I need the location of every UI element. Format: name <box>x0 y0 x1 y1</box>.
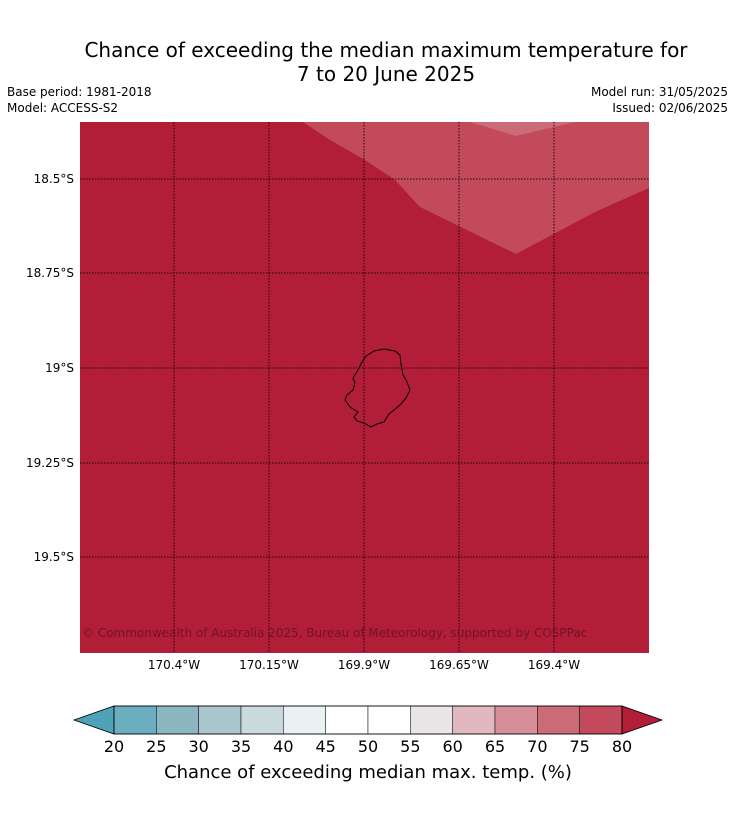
colorbar-title: Chance of exceeding median max. temp. (%… <box>164 762 572 783</box>
colorbar-tick-label: 80 <box>612 737 632 756</box>
map-region-70 <box>470 122 575 136</box>
issued-date: Issued: 02/06/2025 <box>612 101 728 115</box>
meta-right: Model run: 31/05/2025 Issued: 02/06/2025 <box>591 84 728 116</box>
colorbar: 20 25 30 35 40 45 50 55 60 65 70 75 80 Chance of exc… <box>72 705 664 783</box>
chart-title: Chance of exceeding the median maximum t… <box>0 38 736 86</box>
colorbar-segment-30 <box>198 705 242 735</box>
colorbar-tick-label: 30 <box>188 737 208 756</box>
colorbar-tick-label: 75 <box>569 737 589 756</box>
meta-left: Base period: 1981-2018 Model: ACCESS-S2 <box>7 84 152 116</box>
model-name: Model: ACCESS-S2 <box>7 101 119 115</box>
base-period: Base period: 1981-2018 <box>7 85 152 99</box>
colorbar-tick-label: 35 <box>231 737 251 756</box>
colorbar-tick-label: 45 <box>315 737 335 756</box>
lon-label-3: 169.9°W <box>338 658 390 672</box>
colorbar-segment-25 <box>156 705 199 735</box>
map-region-75 <box>303 122 649 254</box>
copyright-text: © Commonwealth of Australia 2025, Bureau… <box>82 626 587 640</box>
lon-label-1: 170.4°W <box>148 658 200 672</box>
colorbar-segment-35 <box>240 705 284 735</box>
colorbar-segment-45 <box>325 705 369 735</box>
title-line-2: 7 to 20 June 2025 <box>296 62 476 86</box>
colorbar-tick-label: 60 <box>442 737 462 756</box>
lat-label-1: 18.5°S <box>34 172 74 186</box>
colorbar-segment-50 <box>367 705 411 735</box>
colorbar-over-arrow <box>621 705 664 735</box>
colorbar-ticks: 20 25 30 35 40 45 50 55 60 65 70 75 80 <box>104 737 632 756</box>
map-plot-area: © Commonwealth of Australia 2025, Bureau… <box>80 122 649 653</box>
colorbar-segment-60 <box>452 705 496 735</box>
colorbar-segment-20 <box>113 705 157 735</box>
colorbar-outline <box>113 705 623 735</box>
colorbar-segment-75 <box>579 705 623 735</box>
lon-labels: 170.4°W 170.15°W 169.9°W 169.65°W 169.4°… <box>148 658 580 672</box>
lat-label-5: 19.5°S <box>34 550 74 564</box>
colorbar-under-arrow <box>72 705 115 735</box>
colorbar-tick-label: 25 <box>146 737 166 756</box>
colorbar-segments <box>113 705 623 735</box>
colorbar-segment-40 <box>283 705 326 735</box>
lat-label-4: 19.25°S <box>26 456 74 470</box>
colorbar-tick-label: 65 <box>485 737 505 756</box>
lat-label-3: 19°S <box>45 361 74 375</box>
model-run: Model run: 31/05/2025 <box>590 85 728 99</box>
island-coastline <box>344 348 411 428</box>
colorbar-tick-label: 40 <box>273 737 293 756</box>
lat-labels: 18.5°S 18.75°S 19°S 19.25°S 19.5°S <box>26 172 74 564</box>
title-line-1: Chance of exceeding the median maximum t… <box>84 38 688 62</box>
lon-label-2: 170.15°W <box>239 658 299 672</box>
colorbar-tick-label: 50 <box>358 737 378 756</box>
colorbar-tick-label: 20 <box>104 737 124 756</box>
lon-label-4: 169.65°W <box>429 658 489 672</box>
colorbar-tick-label: 55 <box>400 737 420 756</box>
lat-label-2: 18.75°S <box>26 266 74 280</box>
colorbar-segment-65 <box>494 705 538 735</box>
colorbar-segment-55 <box>410 705 453 735</box>
colorbar-segment-70 <box>537 705 580 735</box>
colorbar-tick-label: 70 <box>527 737 547 756</box>
gridlines-lon <box>173 122 555 653</box>
lon-label-5: 169.4°W <box>528 658 580 672</box>
